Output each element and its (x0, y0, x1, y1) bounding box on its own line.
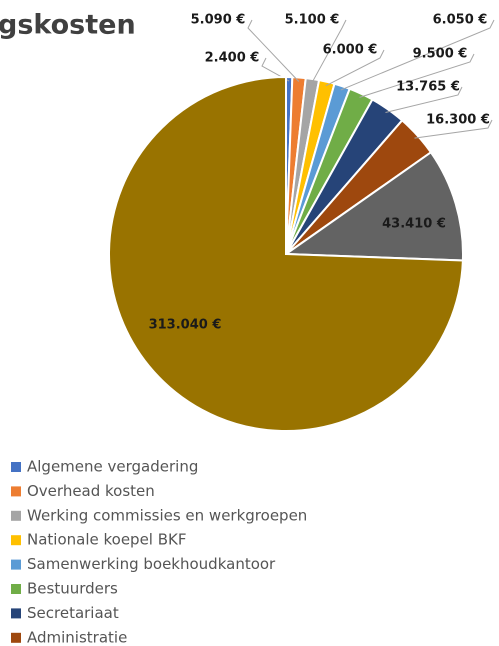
data-label: 5.090 € (191, 13, 246, 28)
data-label: 9.500 € (413, 47, 468, 62)
pie-slice (282, 150, 464, 262)
legend-swatch (11, 510, 21, 521)
leader-line (340, 19, 495, 91)
chart-title: gskosten (0, 10, 136, 41)
legend-swatch (11, 584, 21, 594)
legend-swatch (11, 535, 21, 546)
legend-swatch (11, 608, 21, 619)
legend-label: Bestuurders (27, 580, 118, 598)
leader-line (247, 19, 300, 82)
leader-line (385, 86, 463, 113)
leader-line (325, 49, 385, 87)
leader-line (261, 57, 290, 82)
legend-label: Administratie (27, 628, 127, 646)
data-label: 43.410 € (382, 217, 446, 232)
data-label: 16.300 € (426, 113, 490, 128)
leader-line (414, 119, 493, 139)
legend-label: Nationale koepel BKF (27, 531, 187, 549)
legend-label: Samenwerking boekhoudkantoor (27, 555, 276, 573)
legend-label: Algemene vergadering (27, 458, 198, 476)
legend-label: Secretariaat (27, 604, 119, 622)
legend-label: Werking commissies en werkgroepen (27, 506, 307, 524)
data-label: 313.040 € (149, 318, 222, 333)
legend-swatch (11, 486, 21, 497)
data-label: 2.400 € (205, 51, 260, 66)
data-label: 6.000 € (323, 43, 378, 58)
legend-swatch (11, 462, 21, 472)
legend-swatch (11, 559, 21, 570)
data-label: 5.100 € (285, 13, 340, 28)
data-label: 6.050 € (433, 13, 488, 28)
pie-slice (108, 75, 464, 432)
leader-line (311, 19, 347, 84)
legend-label: Overhead kosten (27, 482, 155, 500)
legend-swatch (11, 632, 21, 643)
leader-line (359, 53, 475, 98)
data-label: 13.765 € (396, 80, 460, 95)
